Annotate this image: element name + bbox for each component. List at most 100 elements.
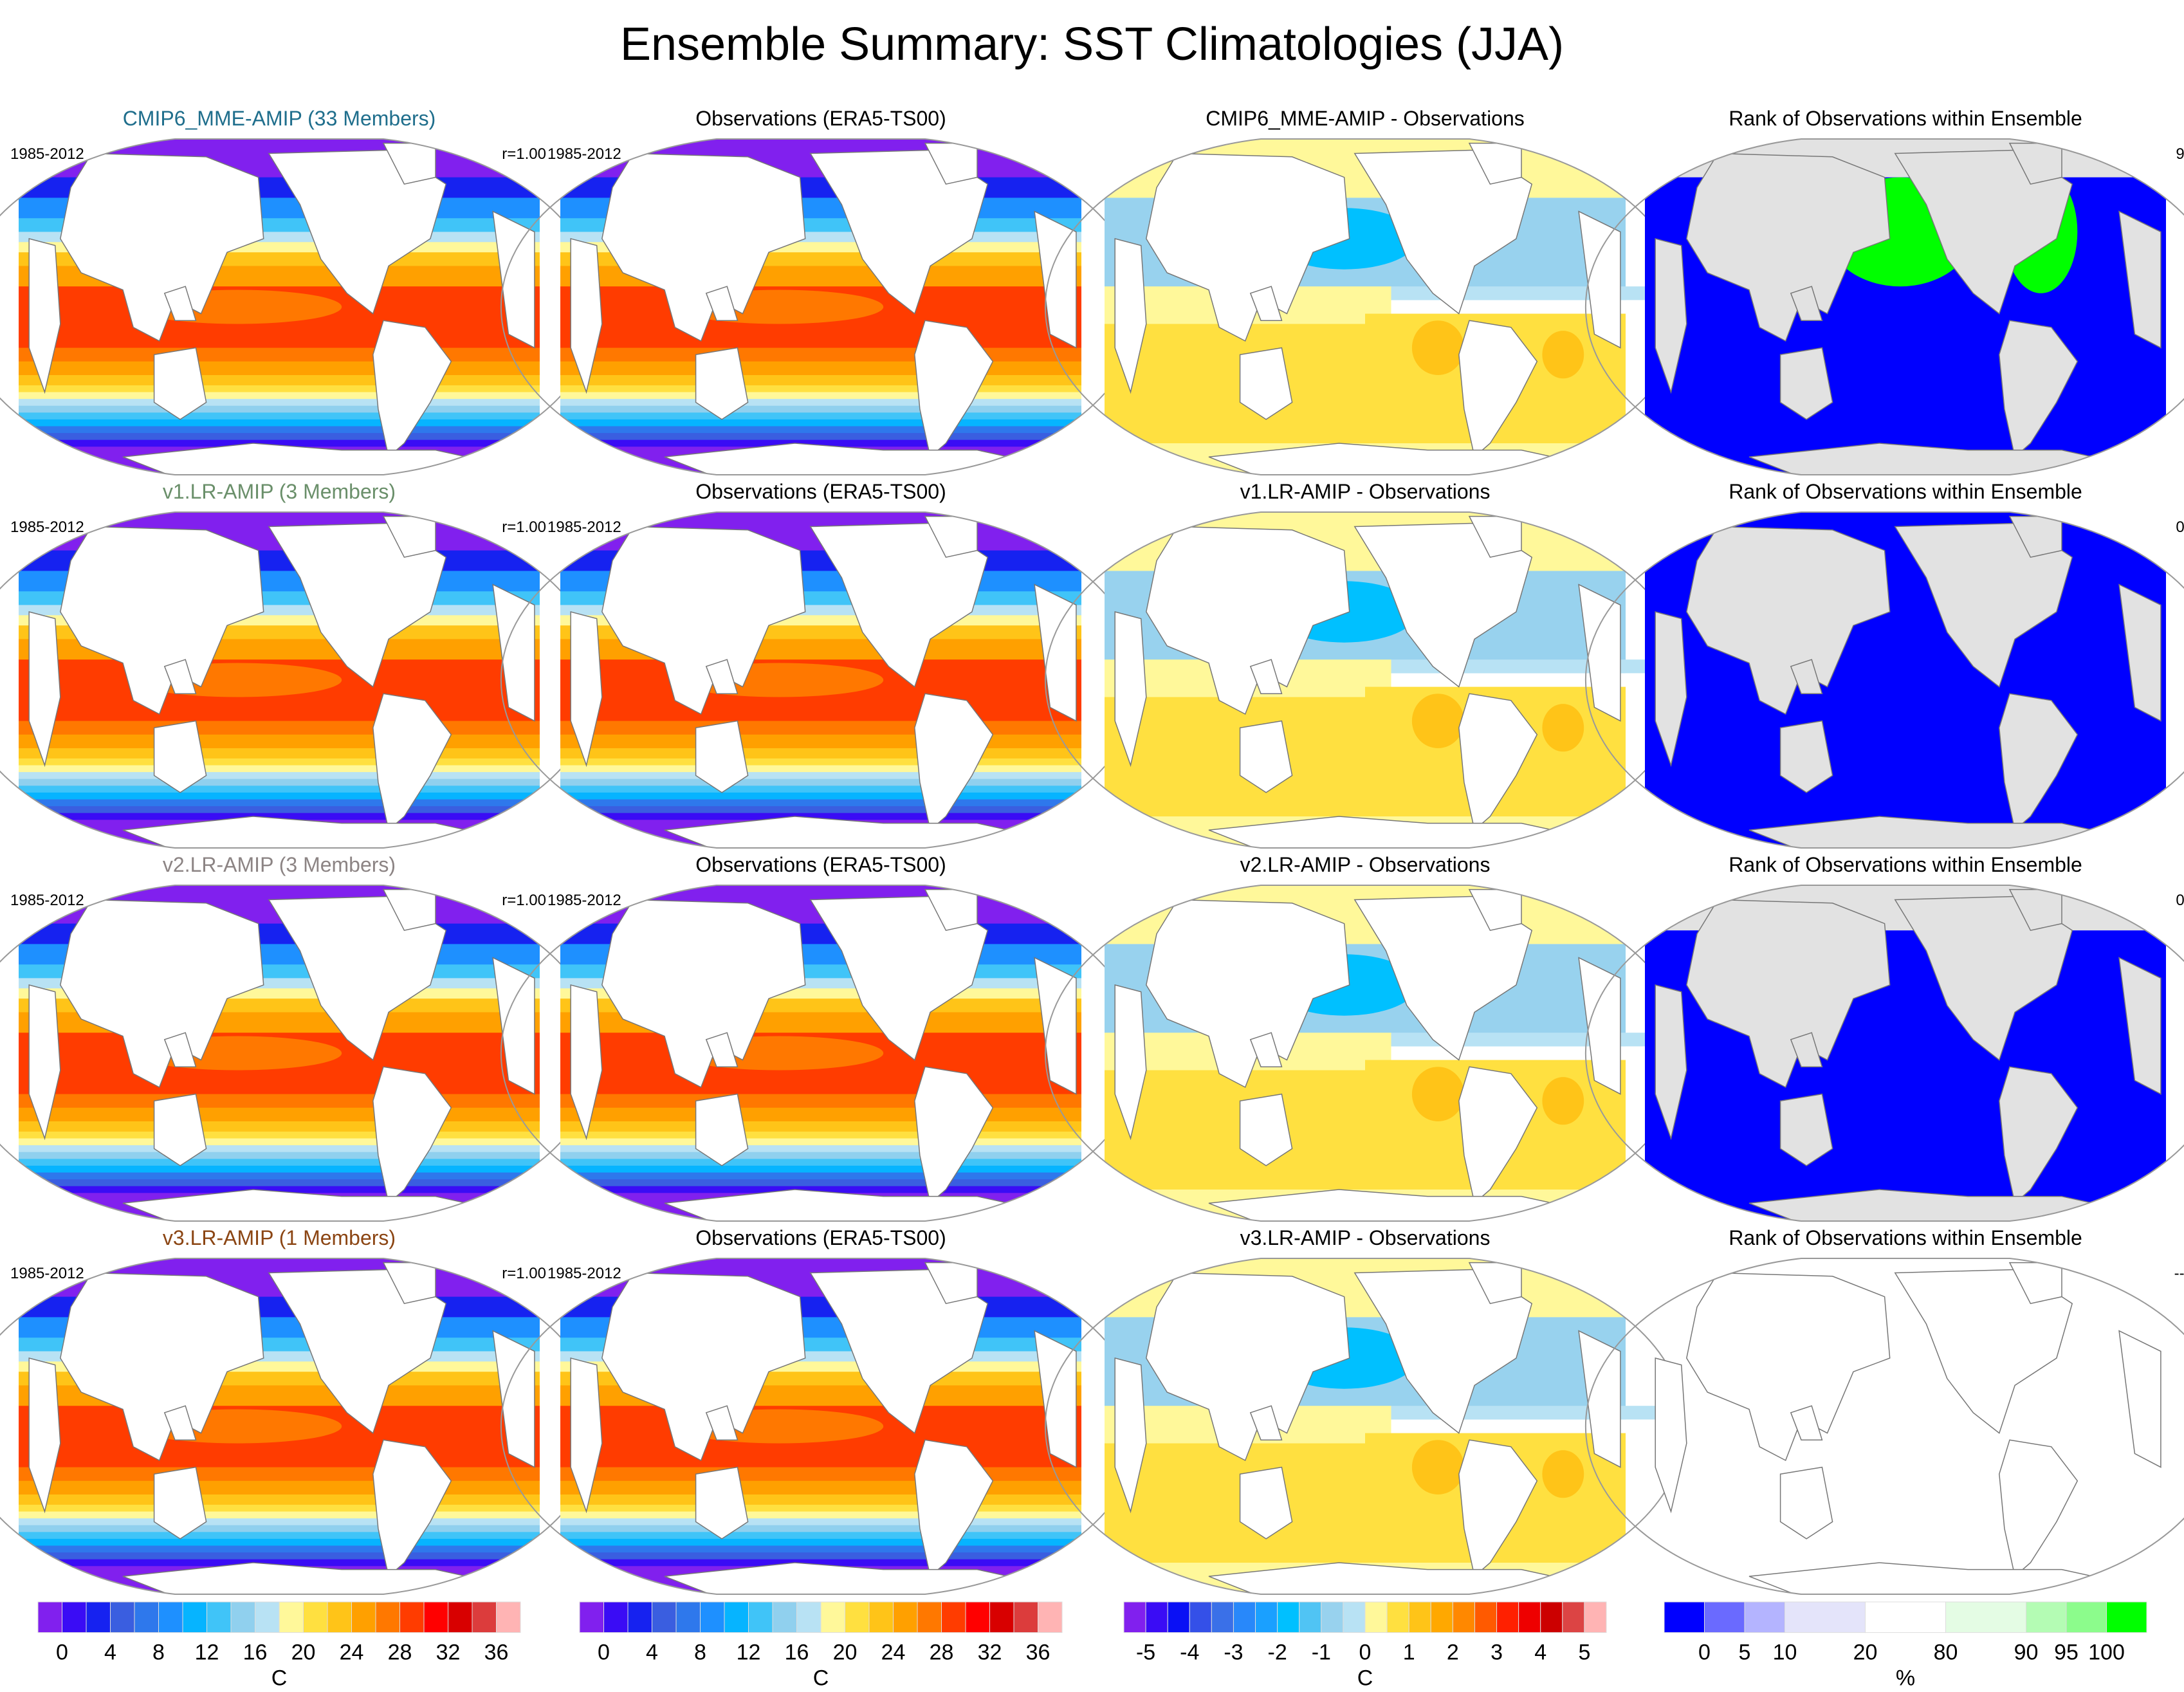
colorbar-box (796, 1601, 821, 1633)
diff-region (1105, 686, 1626, 789)
colorbar-box (845, 1601, 870, 1633)
sst-band (19, 392, 540, 400)
sst-band (19, 1094, 540, 1108)
sst-band (560, 1559, 1081, 1567)
correlation-label: r=1.00 (502, 1265, 546, 1282)
colorbar-box (110, 1601, 135, 1633)
continent-outline (914, 1066, 994, 1204)
panel-title-rank: Rank of Observations within Ensemble (1729, 853, 2082, 876)
sst-band (560, 786, 1081, 793)
sst-band (19, 1511, 540, 1520)
continent-outline (705, 1405, 739, 1440)
continent-outline (601, 1272, 806, 1462)
sst-band (19, 361, 540, 376)
continent-outline (28, 1357, 61, 1514)
map-difference (1044, 138, 1686, 476)
continent-outline (492, 1330, 535, 1468)
colorbar-box (134, 1601, 159, 1633)
continent-outline (28, 611, 61, 768)
panel-title-model: v2.LR-AMIP (3 Members) (162, 853, 396, 876)
sst-band (560, 758, 1081, 766)
colorbar-tick-label: 100 (2088, 1641, 2125, 1665)
sst-band (19, 813, 540, 821)
rank-percent: 0% (2176, 892, 2184, 909)
sst-band (19, 1145, 540, 1153)
continent-outline (2118, 210, 2161, 349)
continent-outline (492, 957, 535, 1095)
colorbar-tick-label: 8 (694, 1641, 706, 1665)
colorbar-box (652, 1601, 677, 1633)
continent-outline (163, 1032, 197, 1067)
sst-band (560, 375, 1081, 386)
continent-outline (60, 899, 264, 1089)
colorbar-tick-label: 12 (195, 1641, 219, 1665)
colorbar-tick-label: -3 (1224, 1641, 1243, 1665)
continent-outline (695, 1093, 749, 1166)
colorbar-box (1321, 1601, 1344, 1633)
sst-band (560, 392, 1081, 400)
diff-region (1542, 1077, 1584, 1125)
sst-band (19, 1159, 540, 1166)
continent-outline (1578, 957, 1621, 1095)
colorbar-tick-label: -4 (1180, 1641, 1199, 1665)
sst-band (19, 1107, 540, 1122)
rank-percent: --% (2174, 1265, 2184, 1282)
sst-band (560, 734, 1081, 749)
continent-outline (1249, 659, 1283, 694)
map-model (0, 1257, 600, 1595)
colorbar-box (700, 1601, 725, 1633)
continent-outline (601, 526, 806, 715)
colorbar-tick-label: -2 (1268, 1641, 1287, 1665)
colorbar-tick-label: 3 (1491, 1641, 1503, 1665)
colorbar-box (255, 1601, 280, 1633)
continent-outline (2118, 1330, 2161, 1468)
sst-band (560, 347, 1081, 362)
colorbar-box (448, 1601, 473, 1633)
sst-band (560, 792, 1081, 800)
map-rank (1584, 1257, 2184, 1595)
colorbar-box (1038, 1601, 1063, 1633)
colorbar-box (1664, 1601, 1705, 1633)
continent-outline (695, 720, 749, 793)
sst-band (19, 385, 540, 393)
colorbar-box (1562, 1601, 1585, 1633)
sst-band (560, 748, 1081, 759)
sst-band (560, 806, 1081, 814)
colorbar-box (1167, 1601, 1190, 1633)
colorbar-tick-label: 1 (1403, 1641, 1415, 1665)
colorbar-box (1386, 1601, 1409, 1633)
continent-outline (914, 1439, 994, 1577)
sst-band (19, 1131, 540, 1139)
continent-outline (1146, 526, 1350, 715)
correlation-label: r=1.00 (502, 519, 546, 536)
continent-outline (1458, 1439, 1538, 1577)
sst-band (19, 375, 540, 386)
colorbar-box (1233, 1601, 1256, 1633)
colorbar-tick-label: 0 (1698, 1641, 1711, 1665)
colorbar-box (496, 1601, 521, 1633)
sst-band (560, 1545, 1081, 1554)
colorbar-box (1518, 1601, 1541, 1633)
panel-title-observations: Observations (ERA5-TS00) (695, 853, 946, 876)
continent-outline (492, 584, 535, 722)
colorbar-box (868, 1601, 894, 1633)
continent-outline (1779, 1466, 1833, 1540)
sst-band (560, 405, 1081, 414)
continent-outline (1790, 286, 1823, 321)
continent-outline (28, 984, 61, 1141)
diff-region (1105, 1433, 1626, 1536)
colorbar-box (86, 1601, 111, 1633)
continent-outline (914, 320, 994, 458)
continent-outline (1458, 693, 1538, 831)
colorbar-box (675, 1601, 701, 1633)
colorbar-box (1496, 1601, 1519, 1633)
continent-outline (153, 1093, 207, 1166)
sst-band (560, 1518, 1081, 1526)
colorbar-tick-label: 0 (56, 1641, 68, 1665)
continent-outline (1114, 238, 1147, 394)
sst-band (19, 786, 540, 793)
continent-outline (695, 1466, 749, 1540)
colorbar-box (472, 1601, 497, 1633)
sst-band (19, 748, 540, 759)
colorbar-tick-label: 20 (291, 1641, 316, 1665)
